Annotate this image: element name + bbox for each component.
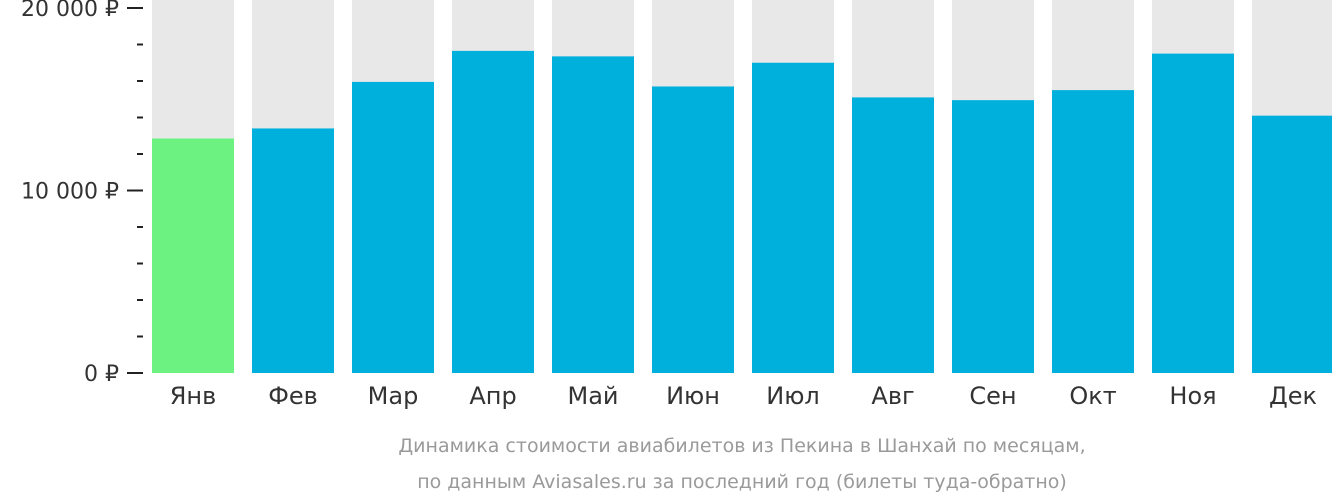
x-axis-labels: Янв Фев Мар Апр Май Июн Июл Авг Сен Окт Ноя Дек — [170, 382, 1317, 410]
caption-line-1: Динамика стоимости авиабилетов из Пекина… — [398, 435, 1085, 457]
x-tick-label: Ноя — [1169, 382, 1216, 410]
bar-12[interactable] — [1252, 115, 1332, 374]
x-tick-label: Авг — [871, 382, 914, 410]
bar-9[interactable] — [952, 100, 1034, 373]
bar-8[interactable] — [852, 97, 934, 374]
bar-4[interactable] — [452, 50, 534, 373]
bar-7[interactable] — [752, 62, 834, 373]
caption-line-2: по данным Aviasales.ru за последний год … — [417, 471, 1067, 493]
bar-11[interactable] — [1152, 53, 1234, 373]
bar-3[interactable] — [352, 81, 434, 373]
bar-10[interactable] — [1052, 90, 1134, 373]
x-tick-label: Май — [567, 382, 618, 410]
x-tick-label: Мар — [368, 382, 419, 410]
y-tick-label: 10 000 ₽ — [21, 180, 119, 205]
x-tick-label: Сен — [969, 382, 1016, 410]
x-tick-label: Янв — [170, 382, 217, 410]
x-tick-label: Июн — [666, 382, 720, 410]
bar-1[interactable] — [152, 138, 234, 373]
bar-6[interactable] — [652, 86, 734, 373]
x-tick-label: Фев — [268, 382, 318, 410]
bar-5[interactable] — [552, 56, 634, 374]
bar-2[interactable] — [252, 128, 334, 373]
x-tick-label: Окт — [1069, 382, 1116, 410]
chart-caption: Динамика стоимости авиабилетов из Пекина… — [398, 435, 1085, 493]
x-tick-label: Июл — [766, 382, 820, 410]
y-axis: 0 ₽ 10 000 ₽ 20 000 ₽ — [21, 0, 143, 387]
x-tick-label: Дек — [1269, 382, 1317, 410]
y-tick-label: 20 000 ₽ — [21, 0, 119, 22]
x-tick-label: Апр — [469, 382, 516, 410]
bars — [152, 50, 1332, 374]
y-tick-label: 0 ₽ — [84, 362, 119, 387]
